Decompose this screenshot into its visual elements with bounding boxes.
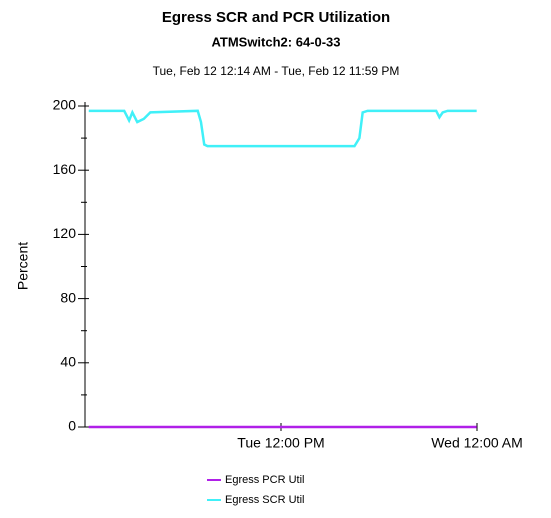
y-axis-label: Percent [15,242,31,290]
y-tick-label: 200 [53,97,77,113]
chart-subtitle: ATMSwitch2: 64-0-33 [211,34,340,49]
y-tick-label: 0 [68,418,76,434]
date-range: Tue, Feb 12 12:14 AM - Tue, Feb 12 11:59… [153,64,400,78]
x-tick-label: Wed 12:00 AM [431,435,523,451]
y-tick-label: 40 [60,354,76,370]
series-line [88,109,477,148]
legend-label: Egress SCR Util [225,494,304,506]
x-tick-label: Tue 12:00 PM [237,435,324,451]
legend-label: Egress PCR Util [225,474,304,486]
chart-title: Egress SCR and PCR Utilization [162,9,390,26]
y-tick-label: 80 [60,289,76,305]
y-tick-label: 120 [53,225,77,241]
y-tick-label: 160 [53,161,77,177]
